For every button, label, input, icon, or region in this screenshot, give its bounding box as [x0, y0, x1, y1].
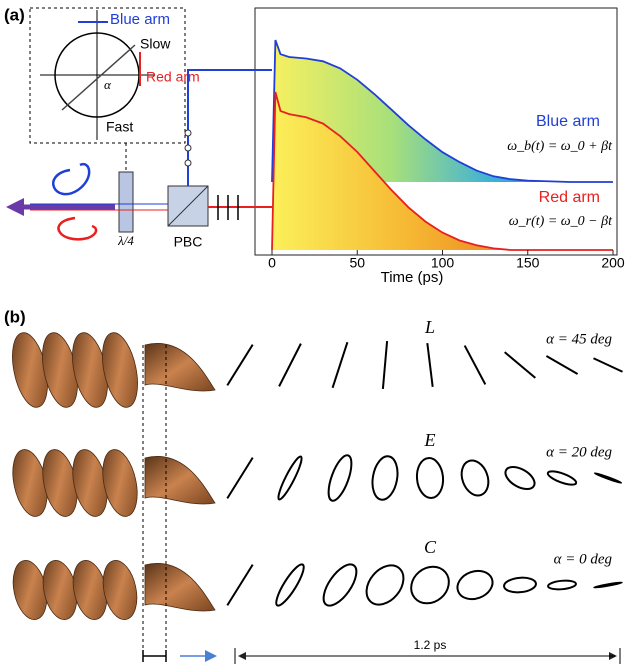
helix-tail — [145, 456, 215, 504]
polarization-line — [546, 356, 577, 374]
polarization-line — [279, 344, 301, 387]
alpha-label: α = 20 deg — [546, 444, 612, 460]
series-label: Blue arm — [536, 113, 600, 130]
polarization-line — [505, 352, 536, 378]
polarization-line — [465, 346, 486, 385]
polarization-line — [333, 342, 348, 388]
output-arrow — [6, 198, 24, 216]
label: PBC — [174, 234, 203, 250]
label: Fast — [106, 119, 133, 135]
alpha-label: α = 45 deg — [546, 331, 612, 347]
label: Slow — [140, 36, 171, 52]
polarization-ellipse — [317, 559, 362, 611]
polarization-line — [227, 458, 252, 499]
alpha-label: α = 0 deg — [554, 551, 613, 567]
polarization-line — [227, 565, 252, 606]
waveplate — [119, 172, 133, 232]
x-tick-label: 150 — [516, 255, 540, 271]
label: λ/4 — [117, 233, 134, 248]
polarization-line — [593, 358, 622, 372]
panel-label: (a) — [4, 5, 25, 24]
rotation — [59, 218, 97, 239]
polarization-ellipse — [324, 453, 356, 504]
helix-blade — [98, 557, 142, 622]
slow-axis — [62, 45, 135, 110]
polarization-ellipse — [369, 454, 400, 502]
x-tick-label: 200 — [601, 255, 625, 271]
panel-label: (b) — [4, 307, 26, 326]
duration: 1.2 ps — [414, 638, 447, 652]
label: Blue arm — [110, 11, 170, 28]
fiber — [185, 160, 191, 166]
label: α — [104, 77, 112, 92]
helix-tail — [145, 343, 215, 391]
x-axis-label: Time (ps) — [381, 269, 444, 286]
bracket — [143, 650, 166, 662]
fiber — [185, 130, 191, 136]
row-letter: C — [424, 537, 437, 557]
polarization-ellipse — [457, 457, 493, 499]
label: Red arm — [146, 69, 200, 85]
polarization-ellipse — [503, 576, 536, 593]
polarization-line — [227, 345, 252, 386]
polarization-ellipse — [595, 473, 622, 484]
figure: 050100150200Time (ps) (a) Blue arm Slow … — [0, 0, 633, 671]
x-tick-label: 50 — [349, 255, 365, 271]
rows: Lα = 45 deg Eα = 20 deg Cα = 0 deg — [6, 317, 622, 623]
helix-tail — [145, 563, 215, 611]
polarization-line — [427, 343, 432, 387]
polarization-ellipse — [415, 457, 444, 499]
equation: ω_r(t) = ω_0 − βt — [509, 214, 613, 229]
row-letter: E — [424, 430, 436, 450]
polarization-ellipse — [272, 561, 308, 608]
polarization-line — [383, 341, 387, 389]
polarization-ellipse — [404, 559, 456, 611]
series-label: Red arm — [539, 189, 600, 206]
fiber — [185, 145, 191, 151]
polarization-ellipse — [359, 558, 411, 612]
x-tick-label: 0 — [268, 255, 276, 271]
polarization-ellipse — [275, 455, 304, 502]
polarization-ellipse — [502, 462, 539, 493]
polarization-ellipse — [546, 469, 577, 488]
row-letter: L — [424, 317, 435, 337]
polarization-ellipse — [594, 582, 622, 588]
equation: ω_b(t) = ω_0 + βt — [507, 139, 613, 154]
rotation — [53, 164, 89, 194]
polarization-ellipse — [453, 566, 496, 604]
polarization-ellipse — [548, 580, 577, 591]
